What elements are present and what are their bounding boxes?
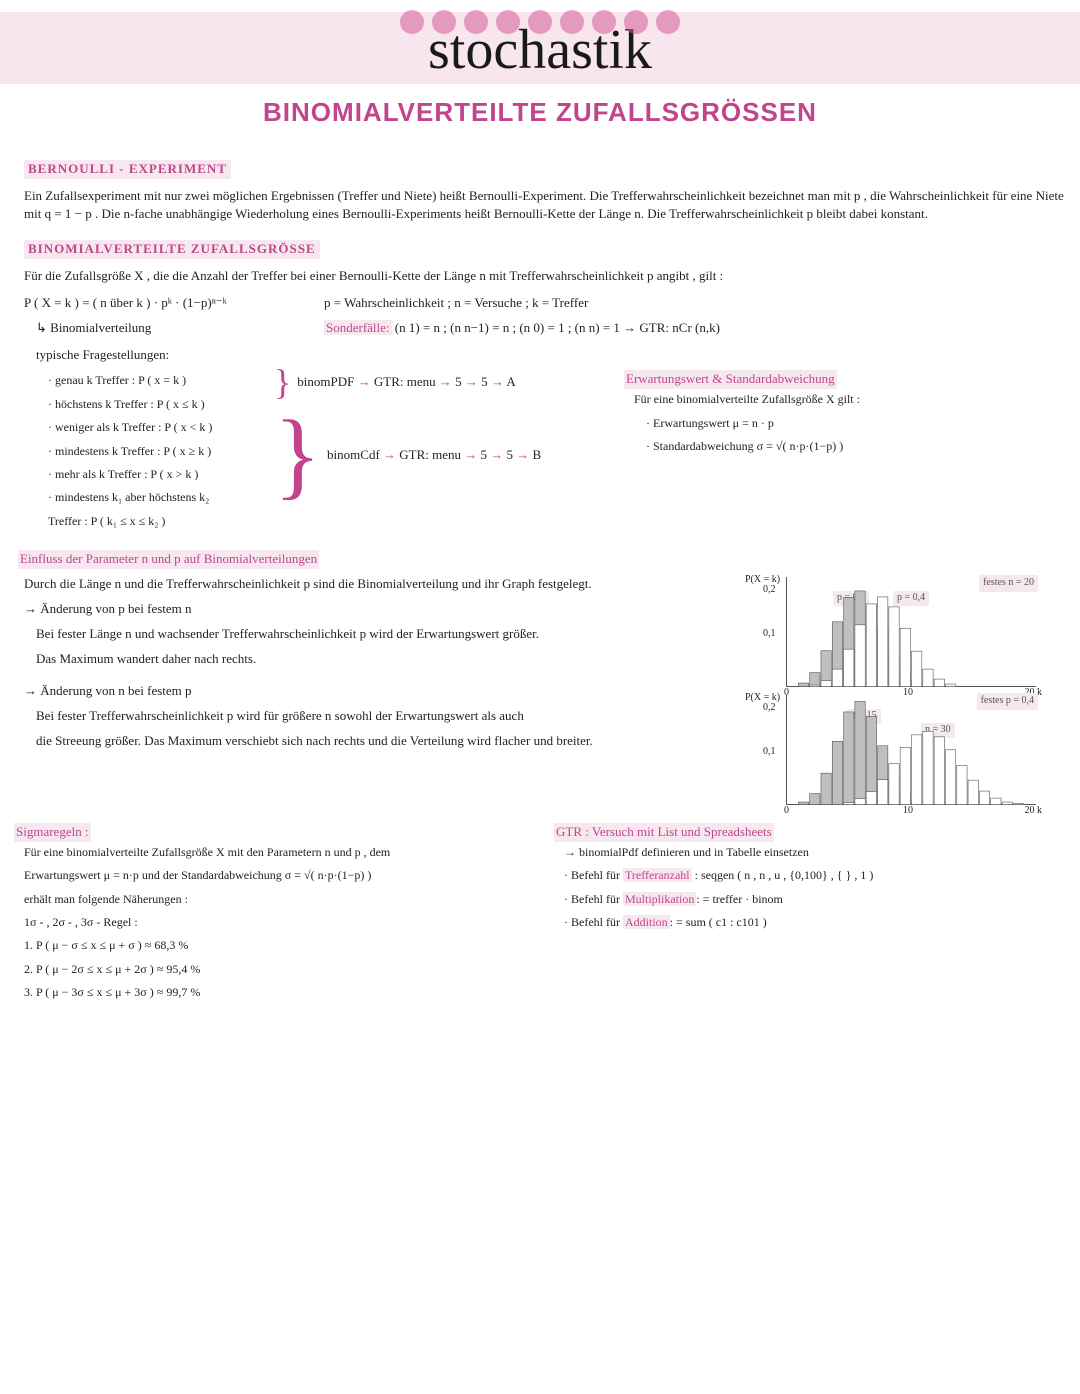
formula-defs: p = Wahrscheinlichkeit ; n = Versuche ; … [324,294,1066,313]
binompdf-line: binomPDF → GTR: menu → 5 → 5 → A [297,373,516,392]
chart2-x20: 20 k [1025,804,1043,819]
einfluss-head: Einfluss der Parameter n und p auf Binom… [18,550,319,569]
gtr-head: GTR : Versuch mit List und Spreadsheets [554,823,774,842]
binomcdf-line: binomCdf → GTR: menu → 5 → 5 → B [327,446,541,465]
sigma-rule-label: 1σ - , 2σ - , 3σ - Regel : [24,914,526,931]
chart1-yt-02: 0,2 [763,583,776,598]
frage-5: · mehr als k Treffer : P ( x > k ) [48,466,274,483]
aend-n-head: → Änderung von n bei festem p [24,682,776,701]
page-subtitle: BINOMIALVERTEILTE ZUFALLSGRÖSSEN [0,94,1080,132]
chart2-yt-02: 0,2 [763,701,776,716]
gtr-1: → binomialPdf definieren und in Tabelle … [564,844,1066,861]
brace-pdf-icon: } [274,364,291,400]
chart-fixed-n: P(X = k) festes n = 20 p = 0,3 p = 0,4 0… [786,577,1036,687]
gtr-4-val: = sum ( c1 : c101 ) [676,915,767,929]
sigma-intro2: Erwartungswert μ = n·p und der Standarda… [24,867,526,884]
chart1-svg [787,577,1036,687]
gtr-3: · Befehl für Multiplikation: = treffer ·… [564,891,1066,908]
gtr-2-val: seqgen ( n , n , u , {0,100} , { } , 1 ) [701,868,873,882]
sigma-2: 2. P ( μ − 2σ ≤ x ≤ μ + 2σ ) ≈ 95,4 % [24,961,526,978]
gtr-2: · Befehl für Trefferanzahl : seqgen ( n … [564,867,1066,884]
bernoulli-text: Ein Zufallsexperiment mit nur zwei mögli… [24,187,1066,225]
einfluss-intro: Durch die Länge n und die Trefferwahrsch… [24,575,776,594]
erw-intro: Für eine binomialverteilte Zufallsgröße … [634,391,1066,408]
sigma-3: 3. P ( μ − 3σ ≤ x ≤ μ + 3σ ) ≈ 99,7 % [24,984,526,1001]
sonder-label: Sonderfälle: [324,320,392,335]
frage-6: · mindestens k₁ aber höchstens k₂ [48,489,274,506]
erw-1: · Erwartungswert μ = n · p [646,415,1066,432]
frage-4: · mindestens k Treffer : P ( x ≥ k ) [48,443,274,460]
chart2-svg [787,695,1036,805]
gtr-4: · Befehl für Addition: = sum ( c1 : c101… [564,914,1066,931]
typische-head: typische Fragestellungen: [36,346,1066,365]
chart1-yt-01: 0,1 [763,627,776,642]
sigma-intro3: erhält man folgende Näherungen : [24,891,526,908]
sigma-head: Sigmaregeln : [14,823,91,842]
gtr-4-label: · Befehl für Addition: [564,915,673,929]
gtr-3-val: = treffer · binom [703,892,783,906]
sonderfaelle: Sonderfälle: (n 1) = n ; (n n−1) = n ; (… [324,319,1066,338]
erw-2: · Standardabweichung σ = √( n·p·(1−p) ) [646,438,1066,455]
chart2-yt-01: 0,1 [763,745,776,760]
frage-1: · genau k Treffer : P ( x = k ) [48,372,274,389]
sigma-1: 1. P ( μ − σ ≤ x ≤ μ + σ ) ≈ 68,3 % [24,937,526,954]
sonder-text: (n 1) = n ; (n n−1) = n ; (n 0) = 1 ; (n… [395,320,720,335]
formula-sub: ↳ Binomialverteilung [36,319,314,338]
frage-7: Treffer : P ( k₁ ≤ x ≤ k₂ ) [48,513,274,530]
frage-2: · höchstens k Treffer : P ( x ≤ k ) [48,396,274,413]
brace-cdf-icon: } [274,406,321,504]
erw-head: Erwartungswert & Standardabweichung [624,370,837,389]
aend-n-text2: die Streeung größer. Das Maximum verschi… [36,732,776,751]
aend-p-text1: Bei fester Länge n und wachsender Treffe… [36,625,776,644]
aend-n-text1: Bei fester Trefferwahrscheinlichkeit p w… [36,707,776,726]
bvz-intro: Für die Zufallsgröße X , die die Anzahl … [24,267,1066,286]
gtr-3-label: · Befehl für Multiplikation: [564,892,700,906]
formula-main: P ( X = k ) = ( n über k ) · pᵏ · (1−p)ⁿ… [24,294,314,313]
aend-p-text2: Das Maximum wandert daher nach rechts. [36,650,776,669]
aend-p-head: → Änderung von p bei festem n [24,600,776,619]
sigma-intro1: Für eine binomialverteilte Zufallsgröße … [24,844,526,861]
chart2-x0: 0 [784,804,789,819]
section-bvz-head: BINOMIALVERTEILTE ZUFALLSGRÖSSE [24,240,320,259]
frage-3: · weniger als k Treffer : P ( x < k ) [48,419,274,436]
chart2-x10: 10 [903,804,913,819]
gtr-2-label: · Befehl für Trefferanzahl : [564,868,698,882]
chart-fixed-p: P(X = k) festes p = 0,4 n = 15 n = 30 0,… [786,695,1036,805]
section-bernoulli-head: BERNOULLI - EXPERIMENT [24,160,231,179]
